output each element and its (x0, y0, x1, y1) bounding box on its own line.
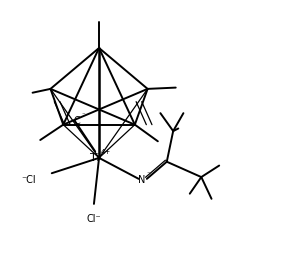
Text: C: C (73, 116, 80, 126)
Text: Cl⁻: Cl⁻ (87, 214, 101, 224)
Text: N: N (138, 175, 145, 185)
Text: Ti: Ti (89, 153, 99, 163)
Text: ⁻: ⁻ (81, 112, 85, 118)
Text: 4+: 4+ (100, 149, 111, 155)
Text: ⁻Cl: ⁻Cl (22, 175, 36, 185)
Text: ⁻: ⁻ (146, 172, 150, 178)
